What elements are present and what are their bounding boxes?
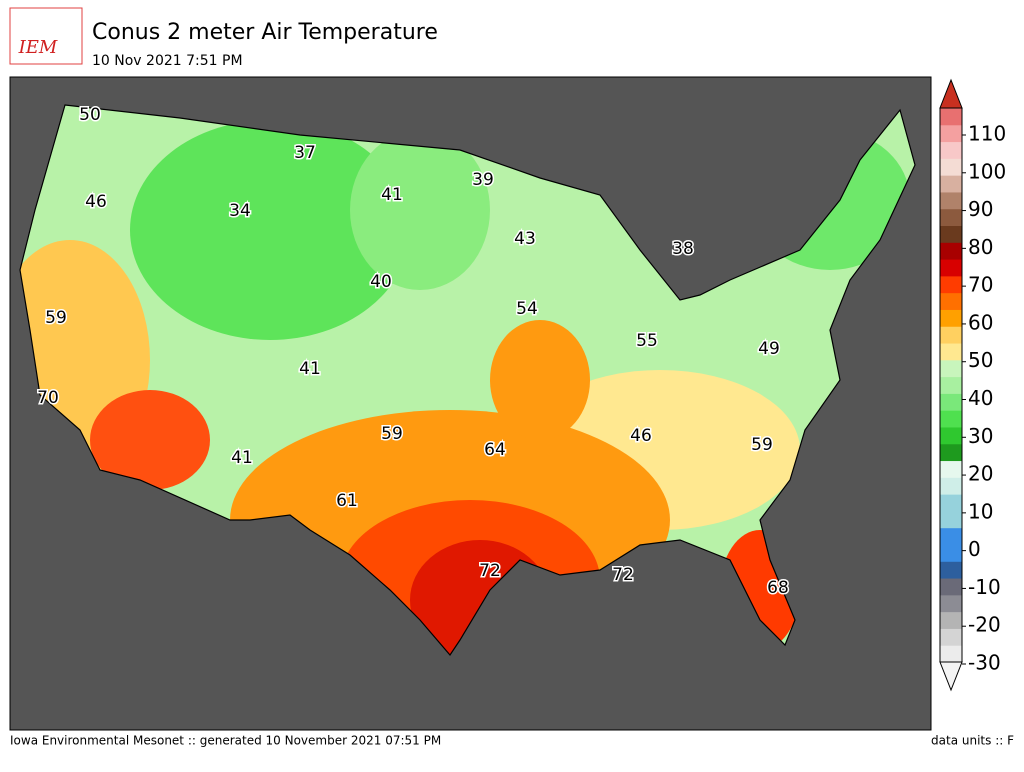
- station-label: 68: [767, 578, 789, 598]
- station-label: 46: [85, 192, 107, 212]
- station-label: 54: [516, 299, 538, 319]
- colorbar-swatch: [940, 443, 962, 462]
- colorbar-tick-label: 40: [968, 386, 993, 410]
- station-label: 41: [231, 448, 253, 468]
- colorbar-tick-label: 100: [968, 159, 1006, 183]
- colorbar-swatch: [940, 309, 962, 327]
- colorbar-extend: [939, 78, 963, 109]
- colorbar-swatch: [940, 594, 962, 613]
- colorbar-swatch: [940, 628, 962, 646]
- colorbar-swatch: [940, 343, 962, 361]
- colorbar-tick-label: 80: [968, 235, 993, 259]
- colorbar-swatch: [940, 460, 962, 478]
- colorbar-swatch: [940, 494, 962, 512]
- colorbar-tick-label: 10: [968, 499, 993, 523]
- station-label: 41: [381, 185, 403, 205]
- colorbar-swatch: [940, 561, 962, 579]
- colorbar-tick-label: 20: [968, 462, 993, 486]
- colorbar-swatch: [940, 326, 962, 344]
- station-label: 41: [299, 359, 321, 379]
- colorbar: -30 -20 -10 0 10 20 30 40 50 60 70 80 90 100 110: [939, 78, 1006, 692]
- colorbar-swatch: [940, 359, 962, 378]
- subtitle: 10 Nov 2021 7:51 PM: [92, 53, 243, 69]
- station-label: 43: [514, 229, 536, 249]
- colorbar-swatch: [940, 578, 962, 596]
- station-label: 34: [229, 201, 251, 221]
- colorbar-swatch: [940, 426, 962, 445]
- colorbar-swatch: [940, 292, 962, 310]
- station-label: 59: [45, 308, 67, 328]
- station-label: 37: [294, 143, 316, 163]
- colorbar-tick-label: 50: [968, 348, 993, 372]
- colorbar-tick-label: 70: [968, 273, 993, 297]
- colorbar-tick-label: -20: [968, 613, 1001, 637]
- station-label: 49: [758, 339, 780, 359]
- colorbar-tick-label: -10: [968, 575, 1001, 599]
- station-label: 59: [751, 435, 773, 455]
- colorbar-swatch: [940, 208, 962, 227]
- station-label: 61: [336, 491, 358, 511]
- colorbar-swatch: [940, 108, 962, 126]
- colorbar-tick-label: -30: [968, 651, 1001, 675]
- colorbar-swatch: [940, 191, 962, 210]
- colorbar-swatch: [940, 225, 962, 243]
- station-label: 72: [612, 565, 634, 585]
- colorbar-tick-label: 0: [968, 537, 981, 561]
- station-label: 70: [37, 388, 59, 408]
- station-label: 55: [636, 331, 658, 351]
- title: Conus 2 meter Air Temperature: [92, 20, 438, 45]
- colorbar-tick-label: 30: [968, 424, 993, 448]
- station-label: 50: [79, 105, 101, 125]
- colorbar-swatch: [940, 376, 962, 394]
- colorbar-swatch: [940, 175, 962, 193]
- logo-text: IEM: [18, 37, 58, 58]
- colorbar-tick-label: 110: [968, 122, 1006, 146]
- station-label: 64: [484, 440, 506, 460]
- logo: IEM: [9, 7, 83, 65]
- colorbar-swatch: [940, 124, 962, 143]
- colorbar-swatch: [940, 275, 962, 294]
- colorbar-extend: [939, 661, 963, 692]
- station-label: 59: [381, 424, 403, 444]
- colorbar-swatch: [940, 510, 962, 529]
- footer-right: data units :: F: [931, 734, 1014, 748]
- colorbar-swatch: [940, 158, 962, 176]
- colorbar-swatch: [940, 544, 962, 562]
- colorbar-swatch: [940, 410, 962, 428]
- station-label: 38: [672, 239, 694, 259]
- colorbar-frame: [939, 107, 963, 663]
- colorbar-swatch: [940, 141, 962, 159]
- colorbar-swatch: [940, 477, 962, 495]
- station-labels: 50 37 41 39 46 34 43 38 40 54 59 55 49 70 41 59 64 46 59 41…: [36, 104, 791, 600]
- colorbar-tick-label: 90: [968, 197, 993, 221]
- colorbar-swatch: [940, 259, 962, 277]
- station-label: 72: [479, 561, 501, 581]
- colorbar-tick-label: 60: [968, 310, 993, 334]
- colorbar-swatch: [940, 645, 962, 663]
- colorbar-swatch: [940, 527, 962, 545]
- station-label: 40: [370, 272, 392, 292]
- station-label: 39: [472, 170, 494, 190]
- station-label: 46: [630, 426, 652, 446]
- footer-left: Iowa Environmental Mesonet :: generated …: [10, 734, 441, 748]
- colorbar-swatch: [940, 242, 962, 260]
- colorbar-swatch: [940, 393, 962, 411]
- colorbar-swatch: [940, 611, 962, 629]
